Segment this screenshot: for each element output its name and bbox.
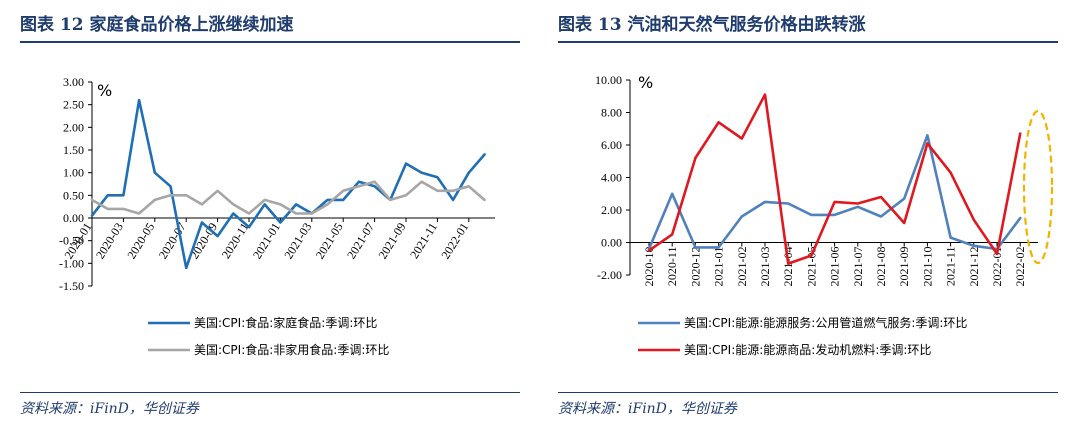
- x-tick-label: 2021-06: [828, 247, 842, 287]
- y-tick-label: 10.00: [595, 73, 622, 87]
- x-tick-label: 2022-01: [990, 247, 1004, 287]
- x-tick-label: 2021-08: [874, 247, 888, 287]
- y-tick-label: -2.00: [597, 268, 622, 282]
- chart-panel-energy: 图表 13 汽油和天然气服务价格由跌转涨 -2.00 0.00 2.00 4.00 6.…: [558, 0, 1078, 435]
- y-tick-label: 1.50: [63, 143, 84, 157]
- series-line-2: [90, 180, 486, 215]
- highlight-oval: [1022, 109, 1054, 265]
- y-tick-label: 0.00: [63, 211, 84, 225]
- x-tick-label: 2021-02: [735, 247, 749, 287]
- x-tick-label: 2021-10: [920, 247, 934, 287]
- y-unit-label: %: [97, 81, 112, 100]
- y-tick-label: 2.50: [63, 98, 84, 112]
- line-chart-food-cpi: -1.50 -1.00 -0.50 0.00 0.50 1.00 1.50 2.00 2.50 3…: [59, 75, 495, 357]
- legend-label: 美国:CPI:食品:非家用食品:季调:环比: [194, 342, 389, 357]
- x-tick-label: 2020-05: [124, 220, 157, 261]
- y-tick-label: -1.00: [59, 256, 84, 270]
- x-tick-label: 2021-01: [250, 220, 283, 261]
- series-line-1: [647, 134, 1022, 251]
- y-tick-label: 1.00: [63, 166, 84, 180]
- legend-label: 美国:CPI:能源:能源服务:公用管道燃气服务:季调:环比: [684, 315, 967, 330]
- x-tick-label: 2020-12: [688, 247, 702, 287]
- x-tick-label: 2021-09: [897, 247, 911, 287]
- series-line-1: [90, 98, 486, 270]
- title-rule: [558, 41, 1058, 43]
- y-unit-label: %: [638, 73, 653, 92]
- x-tick-label: 2020-10: [642, 247, 656, 287]
- legend-label: 美国:CPI:食品:家庭食品:季调:环比: [194, 315, 377, 330]
- y-tick-label: 0.50: [63, 188, 84, 202]
- y-tick-label: 8.00: [601, 106, 622, 120]
- x-tick-label: 2021-05: [313, 220, 346, 261]
- x-tick-label: 2021-07: [851, 247, 865, 287]
- x-tick-label: 2021-09: [375, 220, 408, 261]
- y-tick-label: 2.00: [63, 120, 84, 134]
- x-tick-label: 2022-02: [1013, 247, 1027, 287]
- y-tick-label: -1.50: [59, 279, 84, 293]
- x-tick-label: 2021-12: [967, 247, 981, 287]
- figure-title: 图表 13 汽油和天然气服务价格由跌转涨: [558, 15, 866, 35]
- y-tick-label: 4.00: [601, 171, 622, 185]
- chart-panel-food: 图表 12 家庭食品价格上涨继续加速 -1.50 -1.00 -0.50 0.00 0.…: [20, 0, 540, 435]
- series-line-2: [647, 93, 1022, 265]
- y-tick-label: 2.00: [601, 203, 622, 217]
- x-tick-label: 2021-11: [944, 247, 958, 287]
- title-rule: [20, 41, 520, 43]
- x-tick-label: 2020-03: [93, 220, 126, 261]
- x-tick-label: 2021-07: [344, 220, 377, 261]
- x-tick-label: 2021-03: [281, 220, 314, 261]
- y-tick-label: 0.00: [601, 236, 622, 250]
- x-tick-label: 2020-11: [665, 247, 679, 287]
- line-chart-energy-cpi: -2.00 0.00 2.00 4.00 6.00 8.00 10.00 % 2020-10 20…: [595, 73, 1054, 357]
- y-tick-label: 3.00: [63, 75, 84, 89]
- y-tick-label: -0.50: [59, 234, 84, 248]
- x-tick-label: 2021-03: [758, 247, 772, 287]
- legend-label: 美国:CPI:能源:能源商品:发动机燃料:季调:环比: [684, 342, 931, 357]
- source-note: 资料来源：iFinD，华创证券: [558, 401, 737, 417]
- x-tick-label: 2020-09: [187, 220, 220, 261]
- x-tick-label: 2021-04: [781, 247, 795, 287]
- x-tick-label: 2022-01: [438, 220, 471, 261]
- bottom-rule: [20, 392, 520, 393]
- bottom-rule: [558, 392, 1058, 393]
- source-note: 资料来源：iFinD，华创证券: [20, 401, 199, 417]
- y-tick-label: 6.00: [601, 138, 622, 152]
- x-tick-label: 2021-11: [407, 220, 440, 261]
- figure-title: 图表 12 家庭食品价格上涨继续加速: [20, 15, 294, 35]
- x-tick-label: 2021-01: [712, 247, 726, 287]
